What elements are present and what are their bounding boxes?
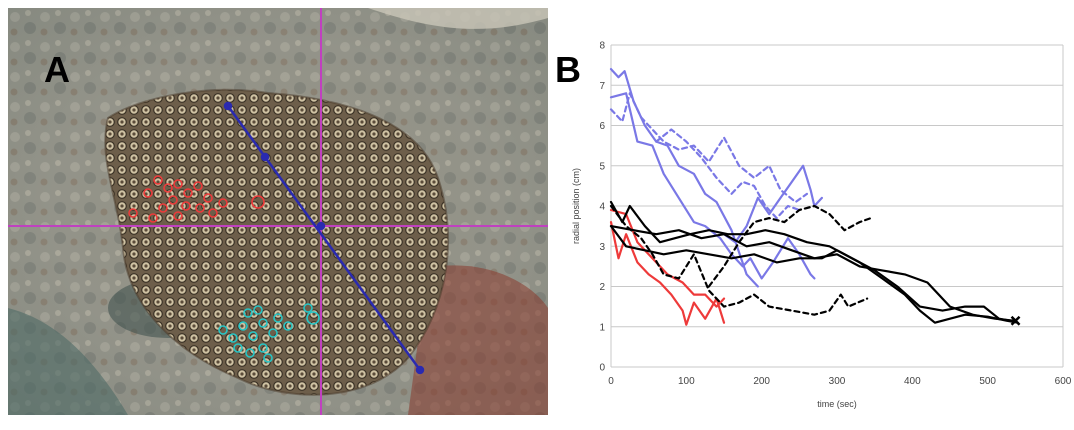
- panel-letter-b: B: [555, 49, 581, 90]
- cyan-polyp-markers: [218, 303, 320, 363]
- series-lines: [609, 67, 1019, 326]
- y-axis-ticks: 0 1 2 3 4 5 6 7 8: [599, 41, 605, 374]
- series-line-black-dashed-10: [609, 204, 869, 316]
- y-tick-label: 8: [599, 41, 605, 52]
- y-tick-label: 3: [599, 242, 605, 253]
- x-axis-ticks: 0 100 200 300 400 500 600: [608, 376, 1072, 387]
- coral-colony: [105, 89, 448, 395]
- series-line-blue-solid-1: [609, 92, 816, 280]
- x-tick-label: 100: [678, 376, 695, 387]
- series-line-black-dashed-11: [707, 204, 872, 288]
- end-marker-x: [1010, 315, 1021, 326]
- crosshair: [8, 8, 548, 415]
- x-tick-label: 400: [904, 376, 921, 387]
- end-markers: [1010, 315, 1021, 326]
- x-tick-label: 200: [753, 376, 770, 387]
- y-axis-label: radial position (cm): [571, 168, 581, 244]
- x-tick-label: 300: [829, 376, 846, 387]
- x-tick-label: 600: [1055, 376, 1072, 387]
- y-tick-label: 5: [599, 161, 605, 172]
- series-line-blue-solid-2: [722, 164, 823, 244]
- panel-letter-a: A: [44, 49, 70, 90]
- x-axis-label: time (sec): [817, 399, 857, 409]
- series-line-black-solid-8: [609, 225, 1019, 324]
- series-line-black-solid-7: [609, 225, 1016, 322]
- x-tick-label: 0: [608, 376, 614, 387]
- transect-line: [223, 101, 425, 375]
- y-tick-label: 6: [599, 121, 605, 132]
- series-line-blue-solid-0: [609, 67, 759, 288]
- y-tick-label: 4: [599, 202, 605, 213]
- y-tick-label: 0: [599, 363, 605, 374]
- series-line-blue-dashed-3: [609, 92, 808, 204]
- x-tick-label: 500: [979, 376, 996, 387]
- y-tick-label: 2: [599, 282, 605, 293]
- radial-position-chart: B 0 1 2 3 4 5 6 7 8 0 100 200 300 400 500 600 time (se…: [555, 41, 1072, 410]
- series-line-blue-dashed-4: [655, 128, 801, 220]
- red-polyp-markers: [128, 175, 265, 223]
- series-line-black-solid-9: [609, 200, 1012, 322]
- coral-photo-panel: A: [8, 8, 548, 415]
- series-line-red-solid-5: [609, 221, 726, 326]
- y-tick-label: 1: [599, 322, 605, 333]
- y-tick-label: 7: [599, 81, 605, 92]
- radial-position-chart-panel: B 0 1 2 3 4 5 6 7 8 0 100 200 300 400 500 600 time (se…: [555, 0, 1074, 425]
- coral-photo: A: [8, 8, 548, 415]
